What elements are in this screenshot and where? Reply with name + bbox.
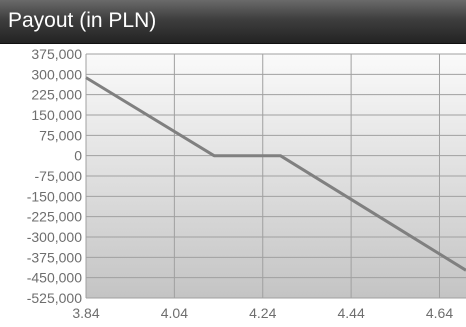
y-tick-label: -300,000 — [27, 229, 82, 245]
y-tick-label: -225,000 — [27, 209, 82, 225]
x-tick-label: 4.44 — [337, 305, 364, 321]
y-tick-label: 75,000 — [39, 127, 82, 143]
y-tick-label: -525,000 — [27, 290, 82, 306]
chart-title: Payout (in PLN) — [8, 9, 157, 32]
grid-lines — [85, 53, 466, 299]
y-tick-label: -75,000 — [35, 168, 83, 184]
y-tick-label: 375,000 — [31, 46, 82, 62]
y-axis-tick-labels: 375,000 300,000 225,000 150,000 75,000 0 -75,0… — [27, 46, 82, 306]
y-tick-label: 150,000 — [31, 107, 82, 123]
x-tick-label: 3.84 — [72, 305, 99, 321]
series-group — [85, 76, 466, 272]
x-tick-label: 4.24 — [249, 305, 276, 321]
y-tick-label: -450,000 — [27, 270, 82, 286]
y-tick-label: -150,000 — [27, 188, 82, 204]
payout-series-line — [85, 76, 466, 272]
y-tick-label: 300,000 — [31, 66, 82, 82]
y-tick-label: -375,000 — [27, 249, 82, 265]
chart-title-bar: Payout (in PLN) — [0, 0, 466, 44]
y-tick-label: 0 — [74, 148, 82, 164]
x-tick-label: 4.04 — [161, 305, 188, 321]
x-axis-tick-labels: 3.84 4.04 4.24 4.44 4.64 — [72, 305, 453, 321]
y-tick-label: 225,000 — [31, 87, 82, 103]
chart-svg: 375,000 300,000 225,000 150,000 75,000 0 -75,0… — [27, 46, 466, 321]
x-tick-label: 4.64 — [426, 305, 453, 321]
